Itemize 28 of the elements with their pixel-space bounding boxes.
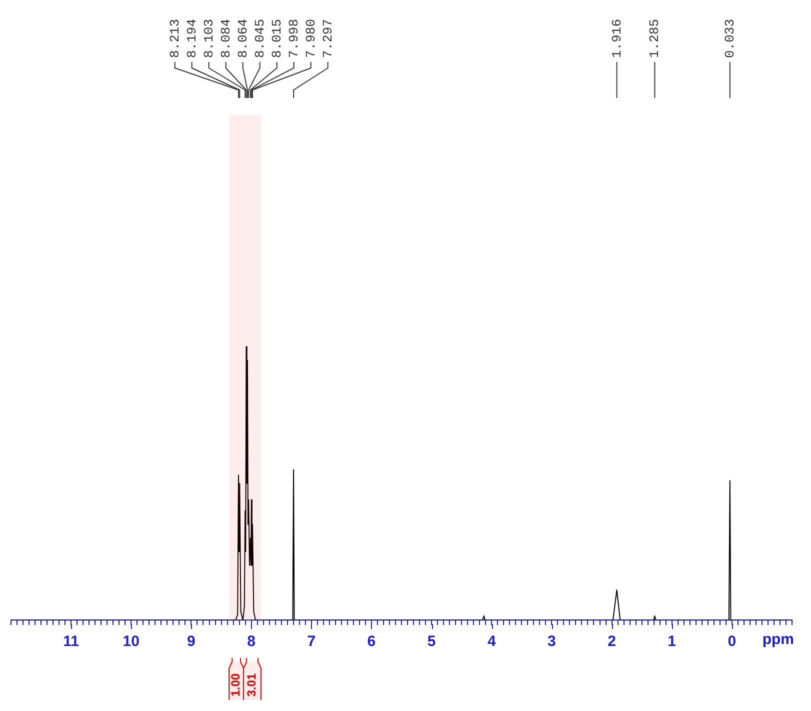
annotation: 8.103 <box>201 18 216 58</box>
x-tick-label: 7 <box>307 633 316 650</box>
annotation: 1.916 <box>609 18 624 58</box>
annotation: 8.084 <box>218 18 234 58</box>
x-tick-label: 9 <box>187 633 196 650</box>
x-tick-label: 1 <box>668 633 676 650</box>
annotation: 8.015 <box>269 18 284 58</box>
annotation: 7.297 <box>320 18 336 58</box>
x-tick-label: 0 <box>728 633 736 650</box>
annotation: 8.045 <box>252 18 268 58</box>
annotation: 8.194 <box>184 18 200 58</box>
x-tick-label: 8 <box>247 633 256 650</box>
x-tick-label: 3 <box>548 633 556 650</box>
annotation: 1.285 <box>647 18 662 58</box>
x-tick-label: 11 <box>63 633 80 650</box>
annotation: 8.064 <box>235 18 250 58</box>
annotation: 0.033 <box>722 18 738 58</box>
x-tick-label: 5 <box>427 633 436 650</box>
x-tick-label: 2 <box>608 633 616 650</box>
annotation: 8.213 <box>167 18 182 58</box>
x-axis-title: ppm <box>762 631 794 648</box>
band-label: 3.01 <box>244 673 259 697</box>
x-tick-label: 10 <box>122 633 140 650</box>
annotation: 7.998 <box>286 18 302 58</box>
annotation: 7.980 <box>303 18 318 58</box>
x-tick-label: 4 <box>487 633 496 650</box>
band-label: 1.00 <box>228 673 243 697</box>
x-tick-label: 6 <box>367 633 376 650</box>
